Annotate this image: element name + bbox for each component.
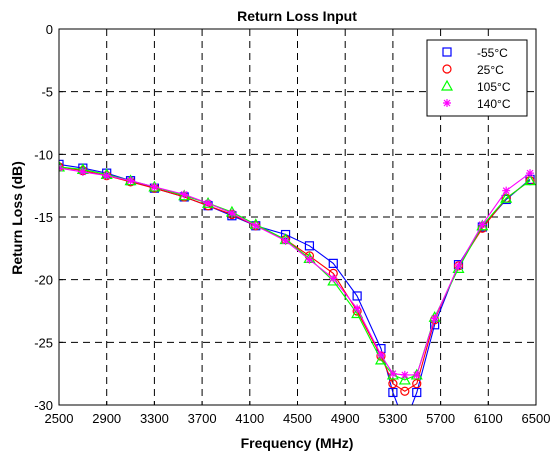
y-tick-label: -15 [34, 210, 53, 225]
legend-marker [443, 99, 451, 107]
data-point [502, 186, 511, 195]
series-asterisk [59, 164, 535, 379]
data-point [454, 261, 463, 270]
data-point [251, 221, 260, 230]
data-point [102, 171, 111, 180]
x-tick-label: 6500 [522, 411, 551, 426]
legend-label: 140°C [477, 97, 511, 111]
data-point [304, 241, 315, 251]
y-tick-label: -30 [34, 398, 53, 413]
data-point [412, 379, 422, 389]
legend-label: 105°C [477, 80, 511, 94]
data-point [204, 199, 213, 208]
legend: -55°C 25°C 105°C 140°C [426, 39, 528, 117]
x-tick-label: 2900 [92, 411, 121, 426]
x-tick-label: 3700 [188, 411, 217, 426]
x-tick-label: 2500 [45, 411, 74, 426]
x-tick-label: 6100 [474, 411, 503, 426]
data-point [412, 387, 422, 398]
data-point [412, 370, 421, 379]
y-tick-label: 0 [46, 22, 53, 37]
series-line [59, 167, 531, 376]
x-tick-label: 3300 [140, 411, 169, 426]
data-point [400, 370, 409, 379]
y-tick-label: -5 [41, 85, 53, 100]
data-point [478, 220, 487, 229]
data-point [328, 258, 338, 268]
data-point [476, 219, 489, 231]
y-tick-label: -25 [34, 335, 53, 350]
data-point [500, 191, 513, 203]
data-point [150, 182, 159, 191]
data-point [388, 387, 398, 398]
data-point [388, 369, 397, 378]
data-point [526, 169, 535, 178]
data-point [281, 236, 290, 245]
data-point [524, 174, 536, 186]
x-tick-label: 4900 [331, 411, 360, 426]
data-point [180, 190, 189, 199]
data-point [353, 304, 362, 313]
legend-marker [442, 64, 452, 74]
x-axis-label: Frequency (MHz) [241, 435, 354, 451]
chart-title: Return Loss Input [237, 8, 357, 24]
x-tick-label: 4500 [283, 411, 312, 426]
data-point [305, 255, 314, 264]
y-axis-label: Return Loss (dB) [9, 161, 25, 275]
series-line [59, 163, 531, 405]
y-tick-label: -20 [34, 273, 53, 288]
x-tick-label: 5300 [378, 411, 407, 426]
axis-ticks: 2500 2900 3300 3700 4100 4500 4900 5300 5700 6100… [34, 22, 550, 426]
data-point [78, 167, 87, 176]
data-point [352, 291, 362, 301]
x-tick-label: 4100 [235, 411, 264, 426]
data-point [329, 274, 338, 283]
data-point [398, 373, 411, 385]
data-point [400, 386, 410, 396]
data-point [126, 176, 135, 185]
y-tick-label: -10 [34, 147, 53, 162]
x-tick-label: 5700 [426, 411, 455, 426]
legend-marker [440, 79, 454, 91]
data-point [388, 379, 398, 389]
data-point [430, 314, 439, 323]
data-point [59, 159, 64, 169]
data-series [59, 159, 536, 405]
legend-label: 25°C [477, 63, 504, 77]
legend-label: -55°C [477, 46, 508, 60]
data-point [227, 209, 236, 218]
data-point [376, 350, 385, 359]
legend-marker [442, 47, 452, 57]
